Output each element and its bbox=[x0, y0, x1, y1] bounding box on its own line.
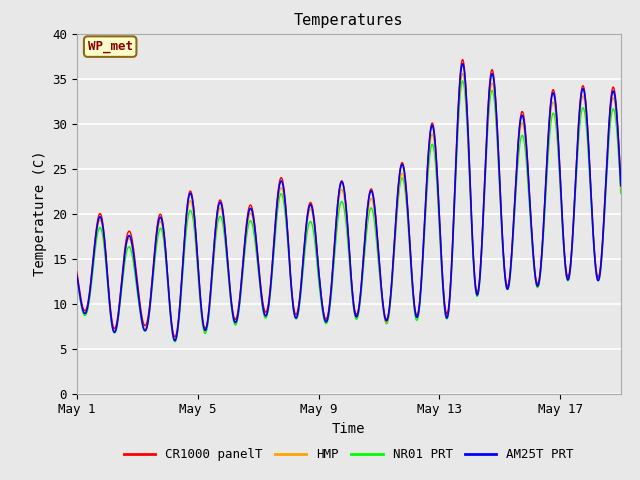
Text: WP_met: WP_met bbox=[88, 40, 132, 53]
X-axis label: Time: Time bbox=[332, 422, 365, 436]
Y-axis label: Temperature (C): Temperature (C) bbox=[33, 151, 47, 276]
Title: Temperatures: Temperatures bbox=[294, 13, 404, 28]
Legend: CR1000 panelT, HMP, NR01 PRT, AM25T PRT: CR1000 panelT, HMP, NR01 PRT, AM25T PRT bbox=[119, 443, 579, 466]
